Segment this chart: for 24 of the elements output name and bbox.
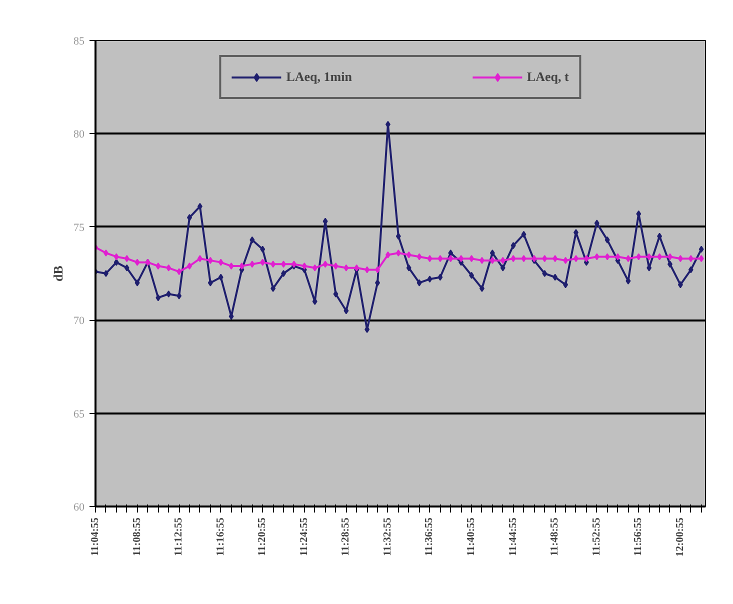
x-tick-label: 11:24:55 bbox=[298, 517, 310, 556]
x-tick-label: 12:00:55 bbox=[674, 517, 686, 557]
x-tick-label: 11:20:55 bbox=[257, 517, 268, 556]
y-tick-label: 65 bbox=[74, 408, 85, 420]
x-tick-label: 11:52:55 bbox=[591, 517, 602, 556]
x-tick-label: 11:48:55 bbox=[550, 517, 561, 556]
x-tick-label: 11:04:55 bbox=[90, 517, 101, 556]
x-tick-label: 11:16:55 bbox=[215, 517, 226, 556]
y-tick-label: 85 bbox=[74, 36, 85, 48]
x-tick-label: 11:40:55 bbox=[466, 517, 478, 556]
x-tick-label: 11:32:55 bbox=[382, 517, 394, 556]
y-tick-label: 75 bbox=[74, 222, 85, 234]
y-axis-title: dB bbox=[50, 265, 66, 282]
y-tick-label: 80 bbox=[74, 128, 85, 141]
x-tick-label: 11:12:55 bbox=[174, 517, 185, 556]
y-tick-label: 70 bbox=[74, 315, 85, 328]
legend-label: LAeq, 1min bbox=[286, 69, 352, 85]
x-tick-label: 11:44:55 bbox=[508, 517, 519, 556]
x-tick-label: 11:28:55 bbox=[340, 517, 352, 556]
legend-label: LAeq, t bbox=[526, 69, 569, 85]
x-tick-label: 11:56:55 bbox=[633, 517, 644, 556]
x-tick-label: 11:36:55 bbox=[424, 517, 436, 556]
x-tick-label: 11:08:55 bbox=[132, 517, 143, 556]
y-tick-label: 60 bbox=[74, 502, 85, 514]
